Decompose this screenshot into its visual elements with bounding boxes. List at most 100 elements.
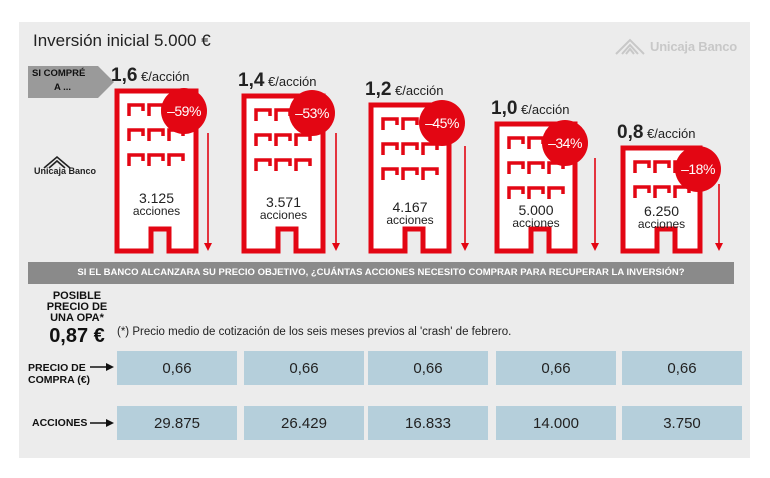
window-icon xyxy=(653,185,671,198)
shares-word-2: acciones xyxy=(386,213,434,227)
drop-badge-4: –18% xyxy=(675,146,721,192)
drop-badge-2: –45% xyxy=(419,100,465,146)
price-unit-0: €/acción xyxy=(137,69,190,84)
purchase-price-cell-4: 0,66 xyxy=(622,351,742,385)
shares-needed-cell-0: 29.875 xyxy=(117,406,237,440)
window-icon xyxy=(381,167,399,180)
si-compre-arrow: SI COMPRÉ A ... xyxy=(28,64,114,100)
window-icon xyxy=(421,167,439,180)
si-compre-line-2: A ... xyxy=(54,82,72,93)
window-icon xyxy=(294,133,312,146)
purchase-price-cell-3: 0,66 xyxy=(496,351,616,385)
window-icon xyxy=(254,158,272,171)
window-icon xyxy=(653,160,671,173)
window-icon xyxy=(127,153,145,166)
title: Inversión inicial 5.000 € xyxy=(33,31,211,50)
window-icon xyxy=(127,103,145,116)
window-icon xyxy=(254,108,272,121)
drop-badge-3: –34% xyxy=(542,120,588,166)
shares-count-2: 4.167 xyxy=(392,199,428,215)
shares-label-2: 4.167 acciones xyxy=(371,199,449,227)
brand-logo-top: Unicaja Banco xyxy=(610,28,750,68)
shares-needed-cell-2: 16.833 xyxy=(368,406,488,440)
shares-word-4: acciones xyxy=(637,217,686,231)
price-value-1: 1,4 xyxy=(238,70,265,91)
arrow-right-icon xyxy=(90,363,114,371)
shares-word-0: acciones xyxy=(132,204,181,218)
shares-label-0: 3.125 acciones xyxy=(117,190,196,218)
drop-arrow-head-2 xyxy=(461,243,469,251)
brand-logo-left: Unicaja Banco xyxy=(20,155,120,185)
window-icon xyxy=(254,133,272,146)
window-icon xyxy=(507,186,525,199)
opa-label-1: POSIBLE xyxy=(52,290,102,302)
shares-needed-cell-3: 14.000 xyxy=(496,406,616,440)
shares-count-4: 6.250 xyxy=(643,203,680,219)
arrow-right-icon xyxy=(90,419,114,427)
purchase-price-cell-2: 0,66 xyxy=(368,351,488,385)
footnote: (*) Precio medio de cotización de los se… xyxy=(117,326,512,338)
shares-needed-cell-4: 3.750 xyxy=(622,406,742,440)
row-label-precio-1: PRECIO DE xyxy=(28,362,86,374)
shares-word-1: acciones xyxy=(259,208,308,222)
arrow-shape-icon xyxy=(28,66,114,98)
shares-count-0: 3.125 xyxy=(138,190,175,206)
price-unit-4: €/acción xyxy=(643,126,696,141)
question-banner: SI EL BANCO ALCANZARA SU PRECIO OBJETIVO… xyxy=(28,262,734,284)
price-value-4: 0,8 xyxy=(617,122,644,143)
window-icon xyxy=(401,142,419,155)
window-icon xyxy=(633,160,651,173)
price-unit-3: €/acción xyxy=(517,102,570,117)
window-icon xyxy=(527,186,545,199)
shares-label-3: 5.000 acciones xyxy=(497,203,575,230)
window-icon xyxy=(547,186,565,199)
price-label-1: 1,4 €/acción xyxy=(238,70,316,92)
drop-arrow-head-0 xyxy=(204,243,212,251)
row-label-acciones: ACCIONES xyxy=(32,417,88,429)
drop-arrow-head-4 xyxy=(715,243,723,251)
price-value-0: 1,6 xyxy=(111,65,138,86)
shares-word-3: acciones xyxy=(512,216,560,230)
shares-count-1: 3.571 xyxy=(265,194,302,210)
window-icon xyxy=(294,158,312,171)
window-icon xyxy=(401,117,419,130)
window-icon xyxy=(421,142,439,155)
window-icon xyxy=(527,161,545,174)
window-icon xyxy=(274,133,292,146)
drop-arrow-head-3 xyxy=(591,243,599,251)
row-label-precio-2: COMPRA (€) xyxy=(28,374,91,386)
building-1 xyxy=(241,93,340,254)
price-value-2: 1,2 xyxy=(365,79,392,100)
window-icon xyxy=(401,167,419,180)
row-label-precio: PRECIO DE COMPRA (€) xyxy=(28,362,90,386)
opa-label-3: UNA OPA* xyxy=(50,312,104,324)
unicaja-logo-icon xyxy=(43,155,71,169)
shares-label-4: 6.250 acciones xyxy=(623,203,700,231)
price-label-0: 1,6 €/acción xyxy=(111,65,189,87)
window-icon xyxy=(167,153,185,166)
purchase-price-cell-1: 0,66 xyxy=(244,351,364,385)
unicaja-logo-icon xyxy=(615,38,645,55)
shares-needed-cell-1: 26.429 xyxy=(244,406,364,440)
window-icon xyxy=(381,117,399,130)
window-icon xyxy=(127,128,145,141)
price-unit-2: €/acción xyxy=(391,83,444,98)
window-icon xyxy=(274,158,292,171)
price-value-3: 1,0 xyxy=(491,98,518,119)
window-icon xyxy=(147,153,165,166)
drop-badge-0: –59% xyxy=(161,88,207,134)
shares-label-1: 3.571 acciones xyxy=(244,194,323,222)
window-icon xyxy=(507,136,525,149)
brand-name-top: Unicaja Banco xyxy=(650,39,737,54)
si-compre-line-1: SI COMPRÉ xyxy=(32,68,86,79)
drop-arrow-head-1 xyxy=(332,243,340,251)
window-icon xyxy=(633,185,651,198)
price-unit-1: €/acción xyxy=(264,74,317,89)
price-label-2: 1,2 €/acción xyxy=(365,79,443,101)
opa-block: POSIBLE PRECIO DE UNA OPA* 0,87 € xyxy=(32,291,122,348)
window-icon xyxy=(147,128,165,141)
purchase-price-cell-0: 0,66 xyxy=(117,351,237,385)
price-label-4: 0,8 €/acción xyxy=(617,122,695,144)
brand-name-left: Unicaja Banco xyxy=(34,166,97,176)
opa-value: 0,87 € xyxy=(49,325,105,347)
